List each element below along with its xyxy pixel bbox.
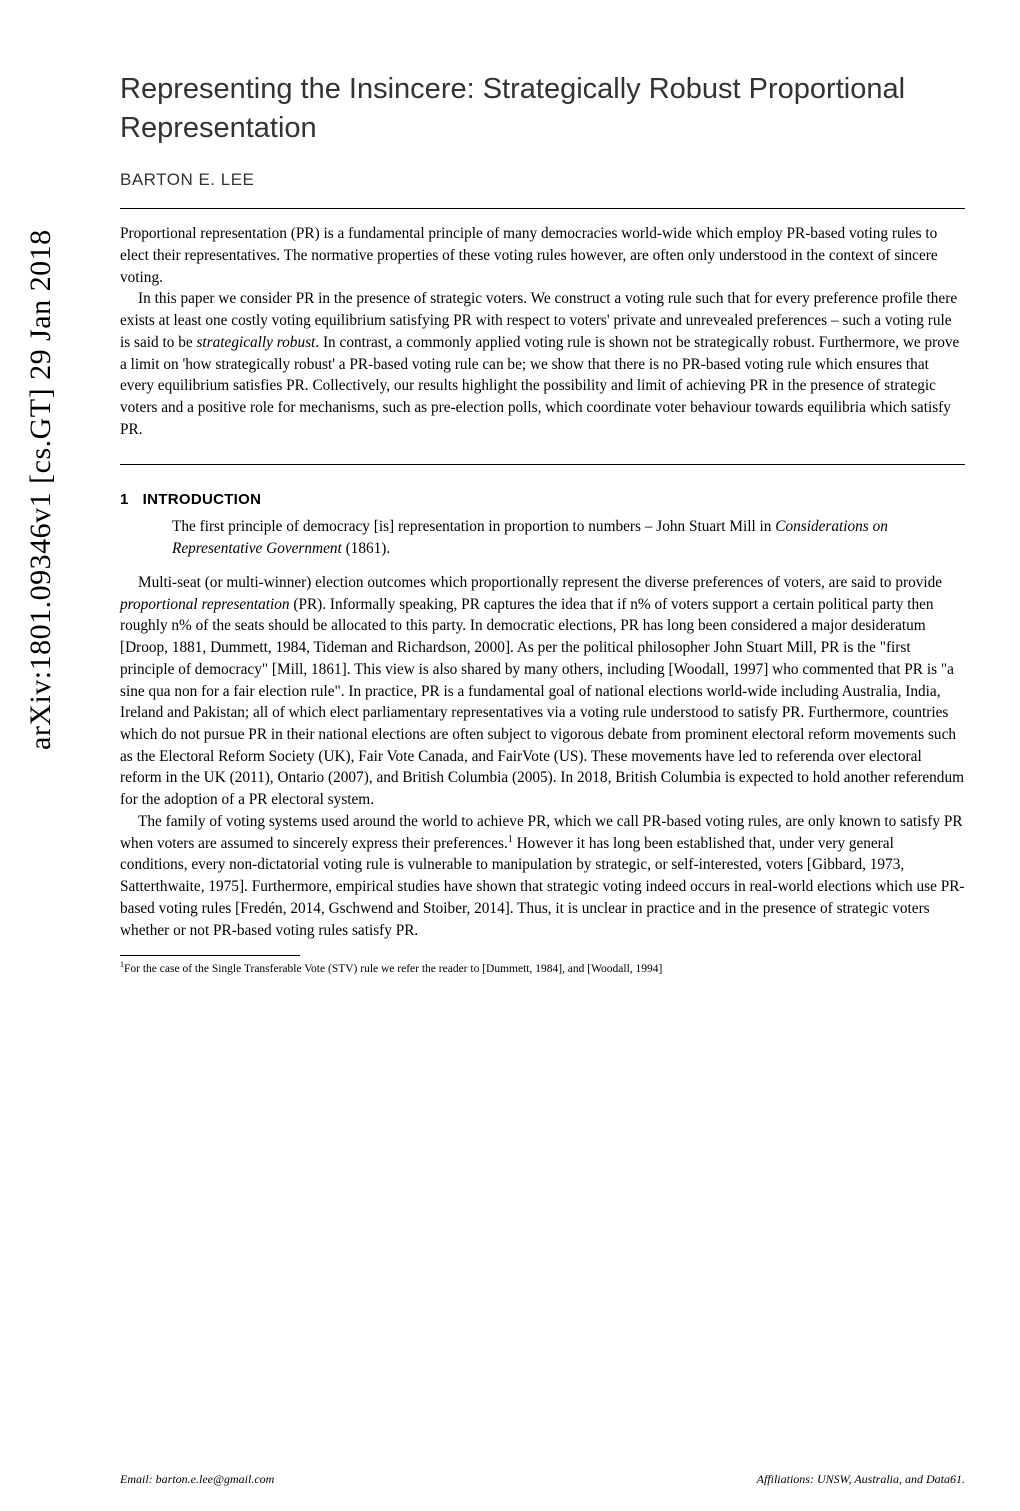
body-para-2: The family of voting systems used around… [120, 811, 965, 941]
abstract: Proportional representation (PR) is a fu… [120, 223, 965, 440]
arxiv-stamp: arXiv:1801.09346v1 [cs.GT] 29 Jan 2018 [24, 229, 58, 750]
section-title: INTRODUCTION [143, 491, 262, 508]
section-number: 1 [120, 491, 129, 508]
rule-above-abstract [120, 208, 965, 209]
section-heading: 1 INTRODUCTION [120, 491, 965, 508]
paper-title: Representing the Insincere: Strategicall… [120, 70, 965, 148]
body-text-span: (PR). Informally speaking, PR captures t… [120, 596, 964, 808]
epigraph: The first principle of democracy [is] re… [172, 516, 945, 559]
footnote-rule [120, 955, 300, 956]
epigraph-text: (1861). [342, 540, 390, 557]
footer-affiliation: Affiliations: UNSW, Australia, and Data6… [757, 1472, 965, 1487]
rule-below-abstract [120, 464, 965, 465]
footnote: 1For the case of the Single Transferable… [120, 960, 965, 977]
paper-content: Representing the Insincere: Strategicall… [120, 70, 965, 978]
body-text: Multi-seat (or multi-winner) election ou… [120, 572, 965, 941]
epigraph-text: The first principle of democracy [is] re… [172, 518, 775, 535]
footnote-text: For the case of the Single Transferable … [124, 963, 662, 975]
abstract-para-1: Proportional representation (PR) is a fu… [120, 223, 965, 288]
body-para-1: Multi-seat (or multi-winner) election ou… [120, 572, 965, 811]
body-em: proportional representation [120, 596, 290, 613]
footer-email: Email: barton.e.lee@gmail.com [120, 1472, 274, 1487]
body-text-span: Multi-seat (or multi-winner) election ou… [138, 574, 942, 591]
footer: Email: barton.e.lee@gmail.com Affiliatio… [120, 1472, 965, 1487]
author-name: BARTON E. LEE [120, 170, 965, 190]
abstract-para-2: In this paper we consider PR in the pres… [120, 288, 965, 440]
abstract-em: strategically robust [196, 334, 315, 351]
